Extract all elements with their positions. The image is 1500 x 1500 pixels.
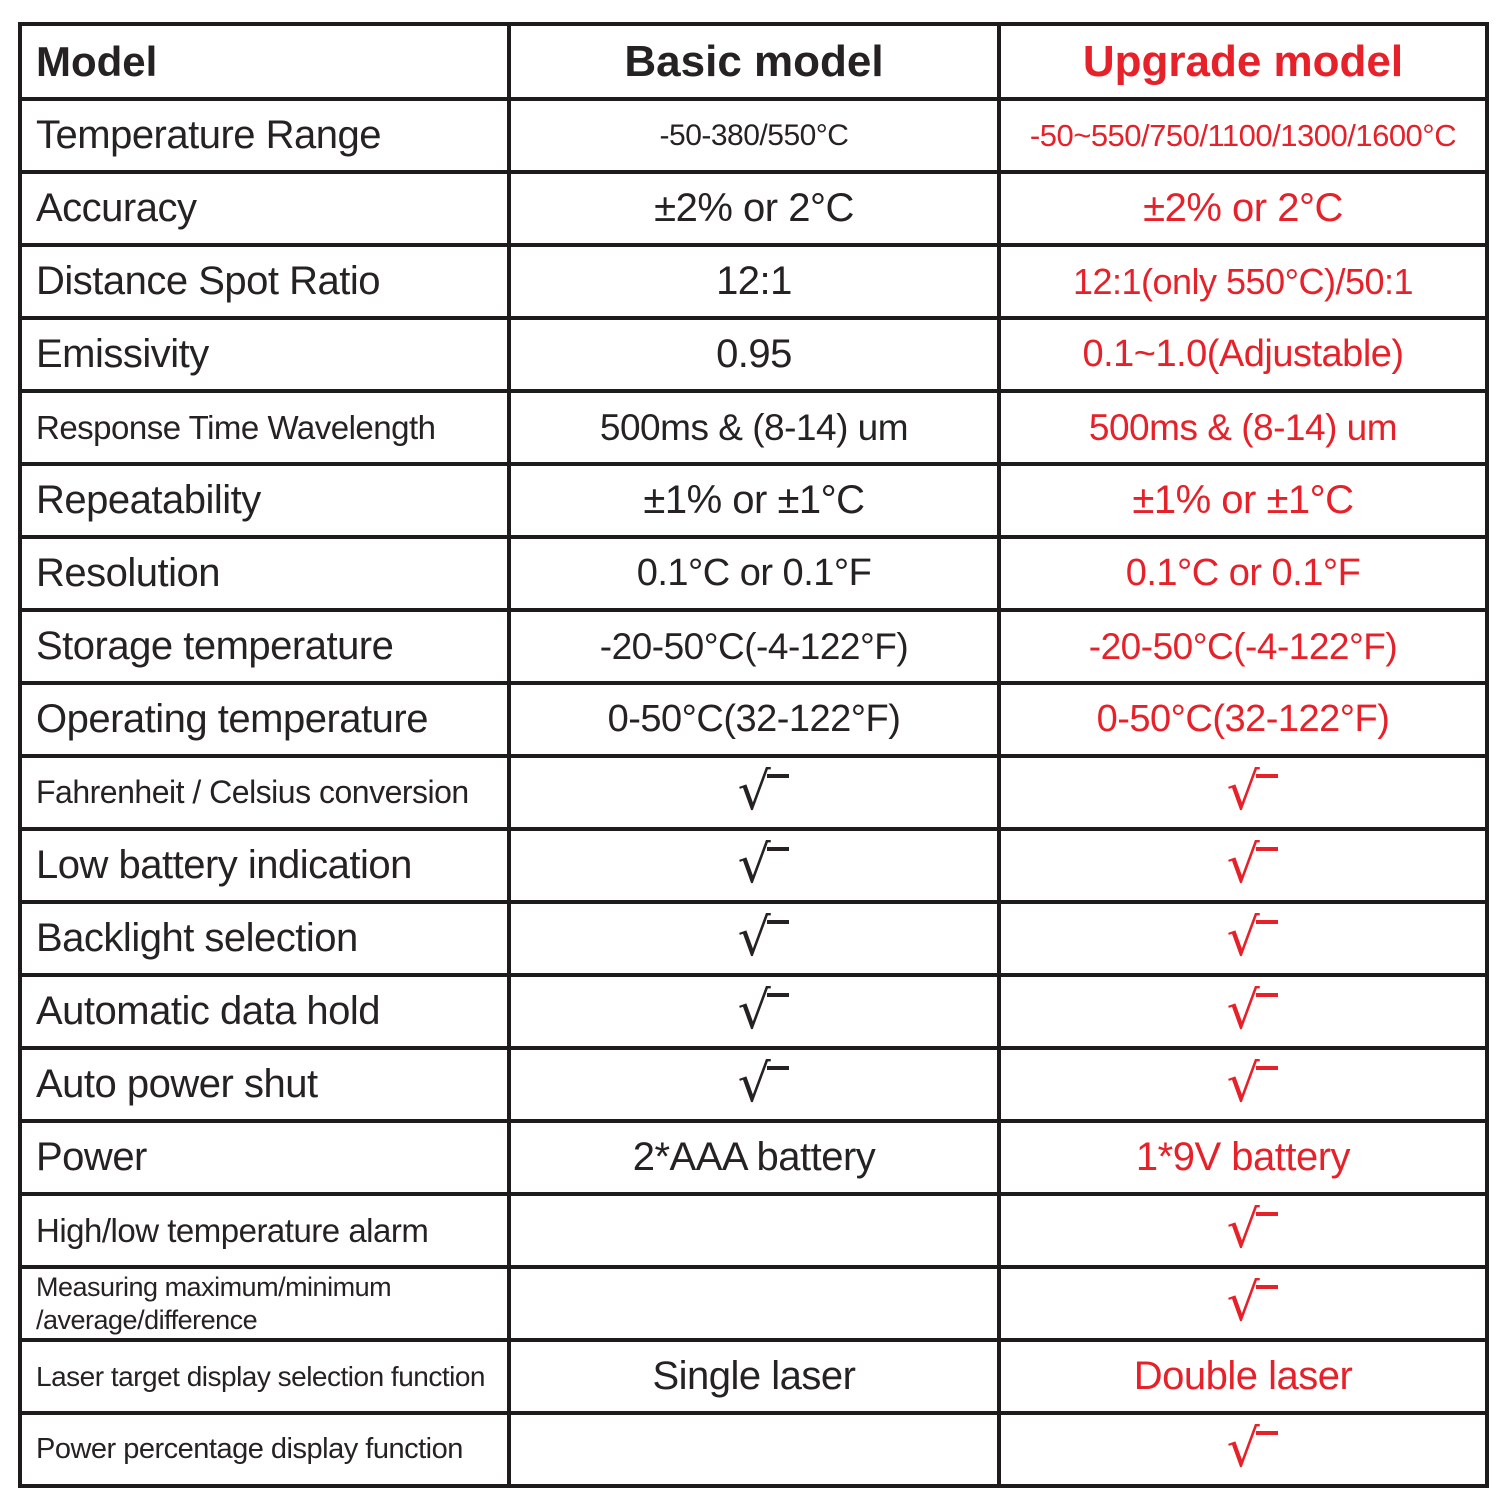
upgrade-value-cell: √ [997,1192,1489,1269]
upgrade-value-cell: √ [997,1046,1489,1123]
row-label-cell: Power percentage display function [18,1411,511,1488]
table-row-laser-target-display-selection: Laser target display selection function … [18,1338,1489,1415]
basic-value-cell: -50-380/550°C [507,97,1001,174]
row-label-cell: Laser target display selection function [18,1338,511,1415]
upgrade-value-cell: -20-50°C(-4-122°F) [997,608,1489,685]
row-label-cell: Measuring maximum/minimum /average/diffe… [18,1265,511,1342]
header-upgrade-model-cell: Upgrade model [997,22,1489,101]
row-label-cell: Accuracy [18,170,511,247]
table-row-operating-temperature: Operating temperature 0-50°C(32-122°F) 0… [18,681,1489,758]
table-row-storage-temperature: Storage temperature -20-50°C(-4-122°F) -… [18,608,1489,685]
upgrade-value-cell: 1*9V battery [997,1119,1489,1196]
table-header-row: Model Basic model Upgrade model [18,22,1489,101]
row-label-line2: /average/difference [36,1304,258,1335]
basic-value-cell: -20-50°C(-4-122°F) [507,608,1001,685]
row-label-cell: Response Time Wavelength [18,389,511,466]
upgrade-value-cell: 500ms & (8-14) um [997,389,1489,466]
row-label-cell: Low battery indication [18,827,511,904]
row-label-cell: Storage temperature [18,608,511,685]
spec-comparison-table: Model Basic model Upgrade model Temperat… [18,22,1489,1488]
row-label-line1: Measuring maximum/minimum [36,1272,392,1303]
basic-value-cell: √ [507,827,1001,904]
table-row-power: Power 2*AAA battery 1*9V battery [18,1119,1489,1196]
upgrade-value-cell: √ [997,1265,1489,1342]
checkmark-icon: √ [1226,907,1278,968]
table-row-resolution: Resolution 0.1°C or 0.1°F 0.1°C or 0.1°F [18,535,1489,612]
checkmark-icon: √ [737,907,789,968]
upgrade-value-cell: √ [997,1411,1489,1488]
basic-value-cell: 12:1 [507,243,1001,320]
table-row-fahrenheit-celsius-conversion: Fahrenheit / Celsius conversion √ √ [18,754,1489,831]
header-model-cell: Model [18,22,511,101]
upgrade-value-cell: Double laser [997,1338,1489,1415]
upgrade-value-cell: 0.1~1.0(Adjustable) [997,316,1489,393]
table-row-automatic-data-hold: Automatic data hold √ √ [18,973,1489,1050]
table-row-high-low-temperature-alarm: High/low temperature alarm √ [18,1192,1489,1269]
row-label-cell: Emissivity [18,316,511,393]
upgrade-value-cell: -50~550/750/1100/1300/1600°C [997,97,1489,174]
upgrade-value-cell: √ [997,900,1489,977]
basic-value-cell: 0.1°C or 0.1°F [507,535,1001,612]
checkmark-icon: √ [1226,980,1278,1041]
basic-value-cell: √ [507,900,1001,977]
row-label-cell: High/low temperature alarm [18,1192,511,1269]
upgrade-value-cell: √ [997,754,1489,831]
table-row-emissivity: Emissivity 0.95 0.1~1.0(Adjustable) [18,316,1489,393]
table-row-measuring-max-min-average-difference: Measuring maximum/minimum /average/diffe… [18,1265,1489,1342]
table-row-response-time-wavelength: Response Time Wavelength 500ms & (8-14) … [18,389,1489,466]
table-row-temperature-range: Temperature Range -50-380/550°C -50~550/… [18,97,1489,174]
basic-value-cell [507,1265,1001,1342]
table-row-backlight-selection: Backlight selection √ √ [18,900,1489,977]
table-row-distance-spot-ratio: Distance Spot Ratio 12:1 12:1(only 550°C… [18,243,1489,320]
checkmark-icon: √ [737,1053,789,1114]
checkmark-icon: √ [737,761,789,822]
checkmark-icon: √ [737,834,789,895]
basic-value-cell: 2*AAA battery [507,1119,1001,1196]
row-label-cell: Backlight selection [18,900,511,977]
table-row-power-percentage-display: Power percentage display function √ [18,1411,1489,1488]
basic-value-cell: 0.95 [507,316,1001,393]
row-label-cell: Distance Spot Ratio [18,243,511,320]
row-label-cell: Temperature Range [18,97,511,174]
table-row-accuracy: Accuracy ±2% or 2°C ±2% or 2°C [18,170,1489,247]
basic-value-cell: ±1% or ±1°C [507,462,1001,539]
basic-value-cell: 500ms & (8-14) um [507,389,1001,466]
row-label-cell: Power [18,1119,511,1196]
upgrade-value-cell: √ [997,827,1489,904]
row-label-cell: Fahrenheit / Celsius conversion [18,754,511,831]
basic-value-cell: √ [507,973,1001,1050]
checkmark-icon: √ [1226,1053,1278,1114]
checkmark-icon: √ [1226,761,1278,822]
checkmark-icon: √ [1226,834,1278,895]
basic-value-cell [507,1192,1001,1269]
header-basic-model-cell: Basic model [507,22,1001,101]
row-label-cell: Operating temperature [18,681,511,758]
basic-value-cell: √ [507,754,1001,831]
row-label-cell: Repeatability [18,462,511,539]
checkmark-icon: √ [737,980,789,1041]
table-row-low-battery-indication: Low battery indication √ √ [18,827,1489,904]
upgrade-value-cell: ±2% or 2°C [997,170,1489,247]
row-label-cell: Automatic data hold [18,973,511,1050]
basic-value-cell: ±2% or 2°C [507,170,1001,247]
row-label-cell: Resolution [18,535,511,612]
row-label-cell: Auto power shut [18,1046,511,1123]
upgrade-value-cell: ±1% or ±1°C [997,462,1489,539]
table-row-repeatability: Repeatability ±1% or ±1°C ±1% or ±1°C [18,462,1489,539]
basic-value-cell: Single laser [507,1338,1001,1415]
checkmark-icon: √ [1226,1418,1278,1479]
upgrade-value-cell: 0.1°C or 0.1°F [997,535,1489,612]
basic-value-cell: 0-50°C(32-122°F) [507,681,1001,758]
upgrade-value-cell: √ [997,973,1489,1050]
upgrade-value-cell: 0-50°C(32-122°F) [997,681,1489,758]
basic-value-cell: √ [507,1046,1001,1123]
checkmark-icon: √ [1226,1199,1278,1260]
basic-value-cell [507,1411,1001,1488]
upgrade-value-cell: 12:1(only 550°C)/50:1 [997,243,1489,320]
checkmark-icon: √ [1226,1272,1278,1333]
table-row-auto-power-shut: Auto power shut √ √ [18,1046,1489,1123]
